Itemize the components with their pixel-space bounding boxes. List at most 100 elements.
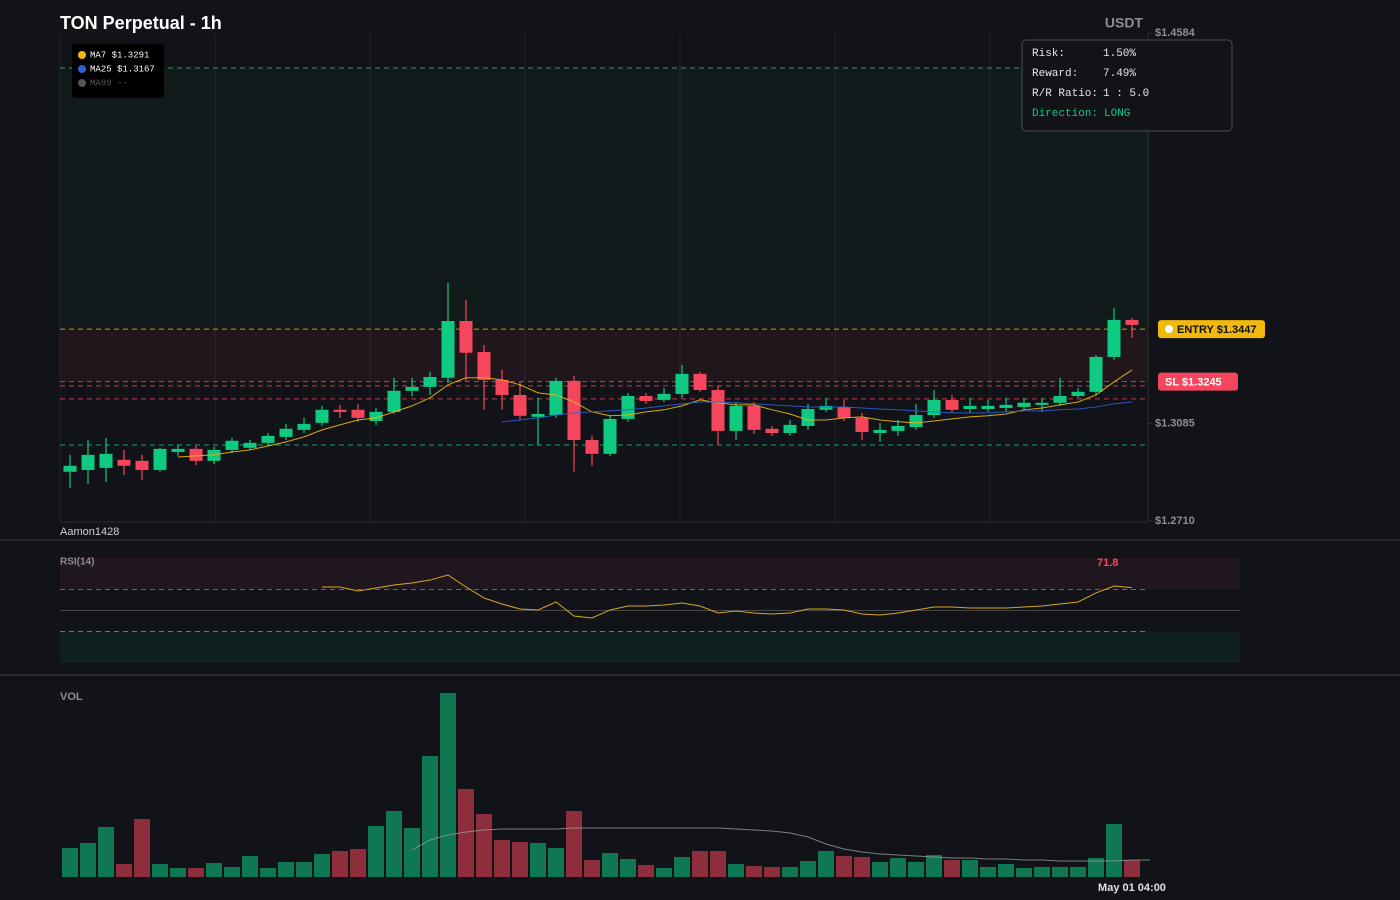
candle-body [675,373,689,394]
x-tick-label: May 01 04:00 [1098,882,1166,894]
candle-body [999,404,1013,408]
volume-bar [656,868,672,877]
candle-body [639,396,653,401]
legend-box [72,44,164,98]
volume-bar [728,864,744,877]
candle-body [495,379,509,395]
price-tag [1158,320,1265,339]
candle-body [981,405,995,410]
volume-bar [404,828,420,877]
rsi-title: RSI(14) [60,557,94,568]
legend-dot [78,51,86,59]
info-value: 1.50% [1103,48,1136,60]
price-tag [1158,372,1238,391]
candle-body [81,454,95,470]
info-value: LONG [1104,108,1130,120]
price-tag-label: ENTRY $1.3447 [1177,324,1257,336]
volume-bar [332,851,348,877]
y-tick-label: $1.4584 [1155,27,1196,39]
volume-bar [890,858,906,877]
candle-body [513,394,527,416]
info-label: Direction: [1032,108,1098,120]
volume-bar [476,814,492,877]
candle-body [603,418,617,454]
candle-body [387,390,401,412]
volume-bar [458,789,474,877]
info-label: R/R Ratio: [1032,88,1098,100]
volume-bar [674,857,690,877]
volume-bar [440,693,456,877]
candle-body [225,440,239,450]
candle-body [333,409,347,412]
volume-bar [926,855,942,877]
candle-body [801,409,815,426]
candle-body [1035,402,1049,405]
candle-body [243,442,257,448]
candle-body [927,399,941,416]
candle-body [99,453,113,468]
volume-bar [116,864,132,877]
candle-body [819,405,833,410]
volume-bar [764,867,780,877]
volume-bar [62,848,78,877]
candle-body [711,390,725,431]
volume-bar [584,860,600,877]
ma-line [501,401,1133,423]
volume-bar [350,849,366,877]
volume-bar [80,843,96,877]
volume-bar [548,848,564,877]
candle-body [1053,396,1067,403]
legend-label: MA25 $1.3167 [90,64,155,74]
volume-bar [638,865,654,877]
ma-line [177,369,1133,458]
candle-body [1089,356,1103,392]
candle-body [837,406,851,418]
volume-bar [1070,867,1086,877]
candle-body [891,425,905,431]
volume-bar [1052,867,1068,877]
rsi-value-label: 71.8 [1097,557,1118,569]
volume-bar [422,756,438,877]
legend-dot [78,65,86,73]
candle-body [621,396,635,419]
candle-body [531,413,545,417]
profit-zone [60,67,1148,330]
y-tick-label: $1.3085 [1155,417,1195,429]
candle-body [351,409,365,418]
candle-body [135,460,149,470]
candle-body [765,428,779,433]
candle-body [1017,402,1031,407]
volume-bar [854,857,870,877]
volume-ma-line [411,827,1150,862]
candle-body [783,424,797,433]
price-tag-dot [1165,325,1173,334]
volume-bar [872,862,888,877]
candle-body [945,399,959,410]
risk-zone [60,329,1148,382]
candle-body [261,435,275,443]
info-panel [1021,39,1233,132]
volume-bar [836,856,852,877]
candle-body [477,351,491,380]
volume-bar [188,868,204,877]
candle-body [153,448,167,470]
volume-bar [494,840,510,877]
info-label: Risk: [1032,48,1065,60]
volume-bar [512,842,528,877]
volume-bar [1124,860,1140,877]
rsi-line [322,574,1133,619]
volume-bar [980,867,996,877]
volume-bar [530,843,546,877]
candle-body [441,321,455,378]
vol-title: VOL [60,691,83,703]
candle-body [1107,319,1121,357]
candle-body [207,449,221,461]
volume-bar [998,864,1014,877]
volume-bar [314,854,330,877]
candle-body [117,459,131,466]
y-tick-label: $1.2710 [1155,515,1195,527]
candle-body [423,376,437,387]
candle-body [459,321,473,353]
volume-bar [566,811,582,877]
